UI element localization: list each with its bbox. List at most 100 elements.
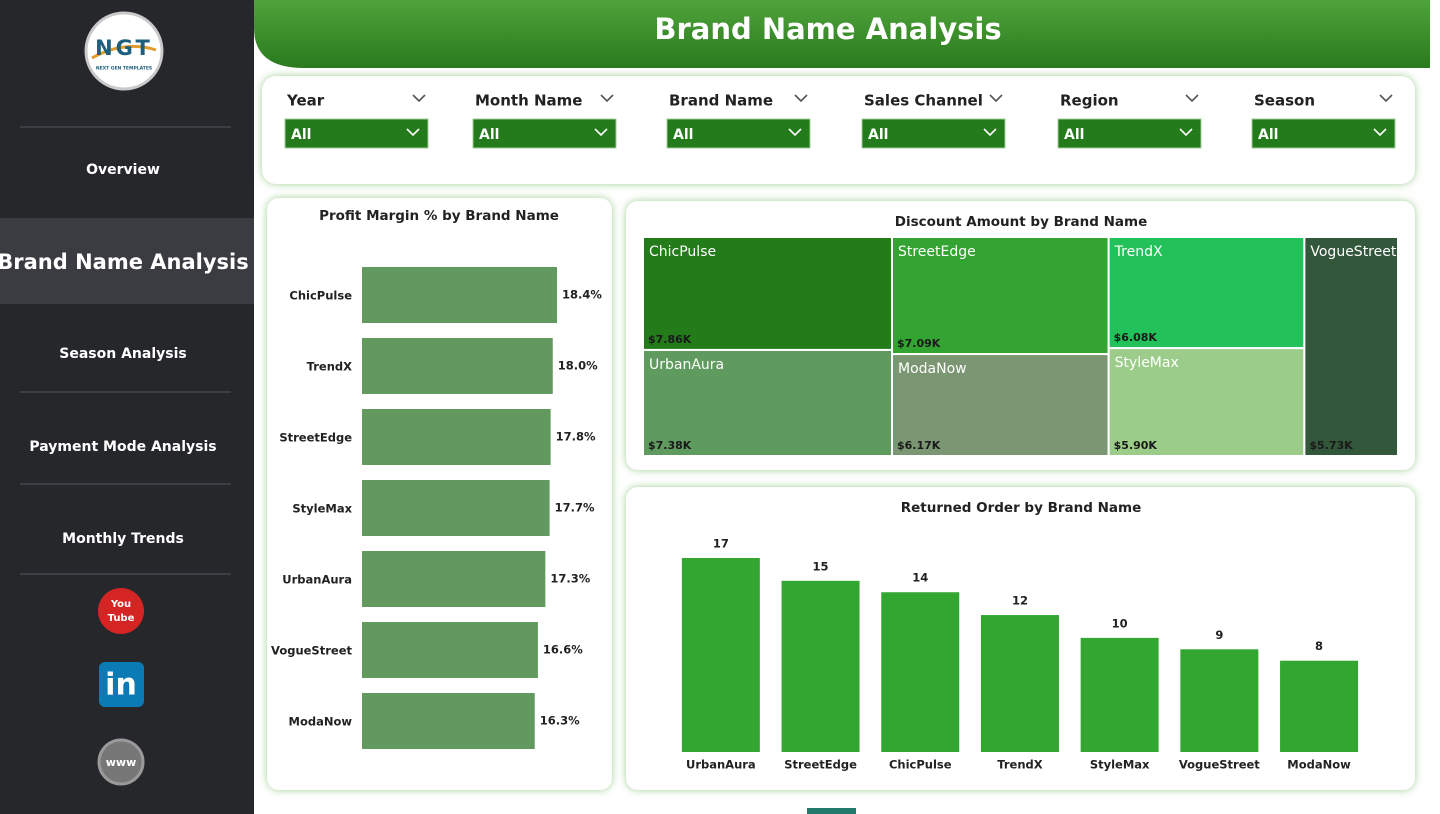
data-label: 17: [713, 537, 729, 551]
bar: [362, 551, 546, 607]
filter-value: All: [291, 127, 311, 143]
treemap-tile: [642, 236, 893, 351]
filter-label: Season: [1254, 92, 1315, 110]
youtube-icon[interactable]: You Tube: [98, 588, 144, 634]
tile-value: $5.73K: [1309, 439, 1353, 452]
data-label: 17.3%: [550, 572, 590, 586]
category-label: UrbanAura: [282, 573, 352, 587]
filter-value: All: [1064, 127, 1084, 143]
category-label: ModaNow: [289, 715, 353, 729]
tile-value: $7.38K: [648, 439, 692, 452]
filter-value: All: [868, 127, 888, 143]
x-tick-label: ChicPulse: [889, 758, 952, 772]
nav-item-active[interactable]: Brand Name Analysis: [0, 250, 249, 274]
filter-dropdown-chevron: [1179, 128, 1193, 137]
filter-dropdown-chevron: [1373, 128, 1387, 137]
filter-dropdown-chevron: [788, 128, 802, 137]
category-label: TrendX: [307, 360, 352, 374]
treemap-tile: [1107, 236, 1306, 350]
filter-value: All: [673, 127, 693, 143]
filter-value: All: [1258, 127, 1278, 143]
data-label: 18.4%: [562, 288, 602, 302]
logo-swoosh: [91, 44, 157, 60]
youtube-text: Tube: [108, 613, 135, 624]
bar: [681, 558, 760, 752]
web-text: www: [106, 756, 137, 769]
filter-label: Region: [1060, 92, 1119, 110]
x-tick-label: UrbanAura: [686, 758, 756, 772]
filter-chevron: [989, 94, 1003, 103]
bar: [362, 267, 557, 323]
linkedin-square: [99, 662, 144, 707]
data-label: 16.6%: [543, 643, 583, 657]
youtube-circle: [98, 588, 144, 634]
web-icon[interactable]: www: [97, 738, 145, 786]
tile-label: UrbanAura: [649, 357, 724, 373]
filter-dropdown[interactable]: [1251, 118, 1396, 149]
filter-panel: [262, 76, 1415, 184]
nav-item[interactable]: Overview: [86, 162, 160, 178]
filter-dropdown[interactable]: [472, 118, 617, 149]
filter-label: Year: [286, 92, 325, 110]
filter-label: Brand Name: [669, 92, 773, 110]
bar: [781, 580, 860, 752]
data-label: 15: [813, 559, 829, 573]
filter-label: Month Name: [475, 92, 582, 110]
nav-item[interactable]: Season Analysis: [59, 346, 186, 362]
tile-value: $7.86K: [648, 333, 692, 346]
x-tick-label: ModaNow: [1287, 758, 1351, 772]
linkedin-icon[interactable]: in: [99, 662, 144, 707]
x-tick-label: StyleMax: [1090, 758, 1150, 772]
treemap-tile: [890, 353, 1110, 458]
filter-dropdown[interactable]: [284, 118, 429, 149]
youtube-text: You: [110, 599, 131, 610]
nav-item[interactable]: Payment Mode Analysis: [29, 439, 216, 455]
tile-value: $6.17K: [897, 439, 941, 452]
filter-dropdown-chevron: [594, 128, 608, 137]
filter-dropdown-chevron: [983, 128, 997, 137]
filter-dropdown[interactable]: [1057, 118, 1202, 149]
data-label: 10: [1112, 616, 1128, 630]
nav-separators: [20, 126, 231, 575]
category-label: ChicPulse: [289, 289, 352, 303]
filter-chevron: [1185, 94, 1199, 103]
data-label: 17.8%: [556, 430, 596, 444]
filter-dropdown[interactable]: [666, 118, 811, 149]
data-label: 16.3%: [540, 714, 580, 728]
bar: [881, 592, 960, 752]
filter-chevron: [1379, 94, 1393, 103]
logo-tagline: NEXT GEN TEMPLATES: [96, 66, 152, 72]
filter-dropdown[interactable]: [861, 118, 1006, 149]
nav-item[interactable]: Monthly Trends: [62, 531, 184, 547]
x-tick-label: StreetEdge: [784, 758, 857, 772]
bar: [980, 615, 1059, 752]
filter-label: Sales Channel: [864, 92, 983, 110]
bar: [1080, 637, 1159, 752]
bar: [362, 480, 550, 536]
data-label: 18.0%: [558, 359, 598, 373]
bar: [362, 409, 551, 465]
tile-label: ChicPulse: [649, 244, 716, 260]
treemap-tile: [890, 236, 1110, 356]
filter-chevron: [412, 94, 426, 103]
category-label: StreetEdge: [279, 431, 352, 445]
active-nav-bg: [0, 218, 254, 304]
page-tab[interactable]: [807, 808, 856, 814]
data-label: 9: [1215, 628, 1223, 642]
filter-dropdown-chevron: [406, 128, 420, 137]
treemap-tile: [642, 348, 893, 457]
data-label: 8: [1315, 639, 1323, 653]
data-label: 14: [912, 571, 928, 585]
data-label: 17.7%: [555, 501, 595, 515]
tile-value: $5.90K: [1114, 439, 1158, 452]
bar: [1180, 649, 1259, 752]
tile-label: VogueStreet: [1310, 244, 1396, 260]
filter-chevron: [600, 94, 614, 103]
filter-value: All: [479, 127, 499, 143]
bar: [1280, 660, 1359, 752]
category-label: VogueStreet: [271, 644, 352, 658]
tile-label: StreetEdge: [898, 244, 976, 260]
linkedin-text: in: [105, 668, 137, 703]
